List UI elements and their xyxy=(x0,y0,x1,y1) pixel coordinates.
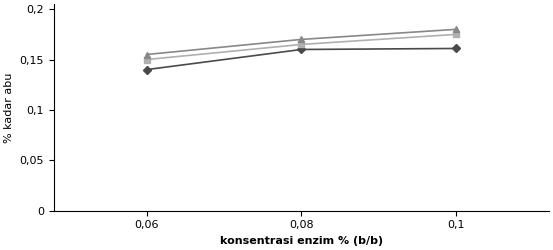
Y-axis label: % kadar abu: % kadar abu xyxy=(4,72,14,142)
inkubasi 15 jam xyxy=(298,38,305,41)
Line: inkubasi 5 jam: inkubasi 5 jam xyxy=(144,46,459,72)
X-axis label: konsentrasi enzim % (b/b): konsentrasi enzim % (b/b) xyxy=(220,236,383,246)
inkubasi 5 jam xyxy=(453,47,460,50)
inkubasi 5 jam xyxy=(298,48,305,51)
Line: inkubasi 15 jam: inkubasi 15 jam xyxy=(144,26,459,57)
Line: inkubasi 10 jam: inkubasi 10 jam xyxy=(144,32,459,62)
inkubasi 10 jam xyxy=(453,33,460,36)
inkubasi 5 jam xyxy=(143,68,150,71)
inkubasi 10 jam xyxy=(298,43,305,46)
inkubasi 15 jam xyxy=(453,28,460,31)
inkubasi 15 jam xyxy=(143,53,150,56)
inkubasi 10 jam xyxy=(143,58,150,61)
